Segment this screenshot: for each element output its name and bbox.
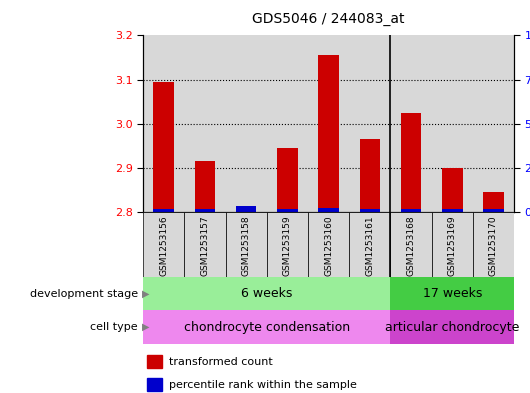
- Bar: [267, 35, 308, 212]
- Text: development stage: development stage: [30, 289, 138, 299]
- Text: transformed count: transformed count: [169, 357, 273, 367]
- Bar: [483, 209, 504, 212]
- Text: percentile rank within the sample: percentile rank within the sample: [169, 380, 357, 390]
- Bar: [236, 210, 257, 212]
- Text: GSM1253161: GSM1253161: [365, 215, 374, 276]
- Text: articular chondrocyte: articular chondrocyte: [385, 321, 519, 334]
- Bar: [143, 277, 391, 310]
- Bar: [473, 212, 514, 277]
- Bar: [153, 82, 174, 212]
- Bar: [483, 192, 504, 212]
- Bar: [267, 212, 308, 277]
- Bar: [431, 35, 473, 212]
- Text: 17 weeks: 17 weeks: [422, 287, 482, 300]
- Text: GSM1253168: GSM1253168: [407, 215, 416, 276]
- Text: GSM1253159: GSM1253159: [283, 215, 292, 276]
- Bar: [391, 310, 514, 344]
- Bar: [349, 212, 391, 277]
- Bar: [308, 212, 349, 277]
- Bar: [442, 168, 463, 212]
- Bar: [143, 212, 184, 277]
- Bar: [401, 209, 421, 212]
- Bar: [153, 209, 174, 212]
- Bar: [391, 277, 514, 310]
- Text: GSM1253160: GSM1253160: [324, 215, 333, 276]
- Text: chondrocyte condensation: chondrocyte condensation: [184, 321, 350, 334]
- Bar: [143, 310, 391, 344]
- Bar: [277, 148, 298, 212]
- Bar: [401, 113, 421, 212]
- Bar: [147, 378, 162, 391]
- Bar: [359, 139, 380, 212]
- Bar: [143, 35, 184, 212]
- Bar: [184, 212, 226, 277]
- Bar: [359, 209, 380, 212]
- Text: 6 weeks: 6 weeks: [241, 287, 293, 300]
- Bar: [442, 209, 463, 212]
- Text: GSM1253169: GSM1253169: [448, 215, 457, 276]
- Bar: [319, 55, 339, 212]
- Bar: [391, 35, 431, 212]
- Bar: [277, 209, 298, 212]
- Text: cell type: cell type: [90, 322, 138, 332]
- Text: GSM1253170: GSM1253170: [489, 215, 498, 276]
- Text: GSM1253158: GSM1253158: [242, 215, 251, 276]
- Bar: [184, 35, 226, 212]
- Bar: [431, 212, 473, 277]
- Bar: [226, 35, 267, 212]
- Bar: [319, 208, 339, 212]
- Text: GDS5046 / 244083_at: GDS5046 / 244083_at: [252, 11, 405, 26]
- Text: ▶: ▶: [142, 289, 149, 299]
- Bar: [236, 206, 257, 212]
- Bar: [349, 35, 391, 212]
- Bar: [391, 212, 431, 277]
- Text: GSM1253156: GSM1253156: [159, 215, 168, 276]
- Bar: [308, 35, 349, 212]
- Bar: [147, 355, 162, 368]
- Bar: [195, 162, 215, 212]
- Bar: [195, 209, 215, 212]
- Text: ▶: ▶: [142, 322, 149, 332]
- Bar: [226, 212, 267, 277]
- Bar: [473, 35, 514, 212]
- Text: GSM1253157: GSM1253157: [200, 215, 209, 276]
